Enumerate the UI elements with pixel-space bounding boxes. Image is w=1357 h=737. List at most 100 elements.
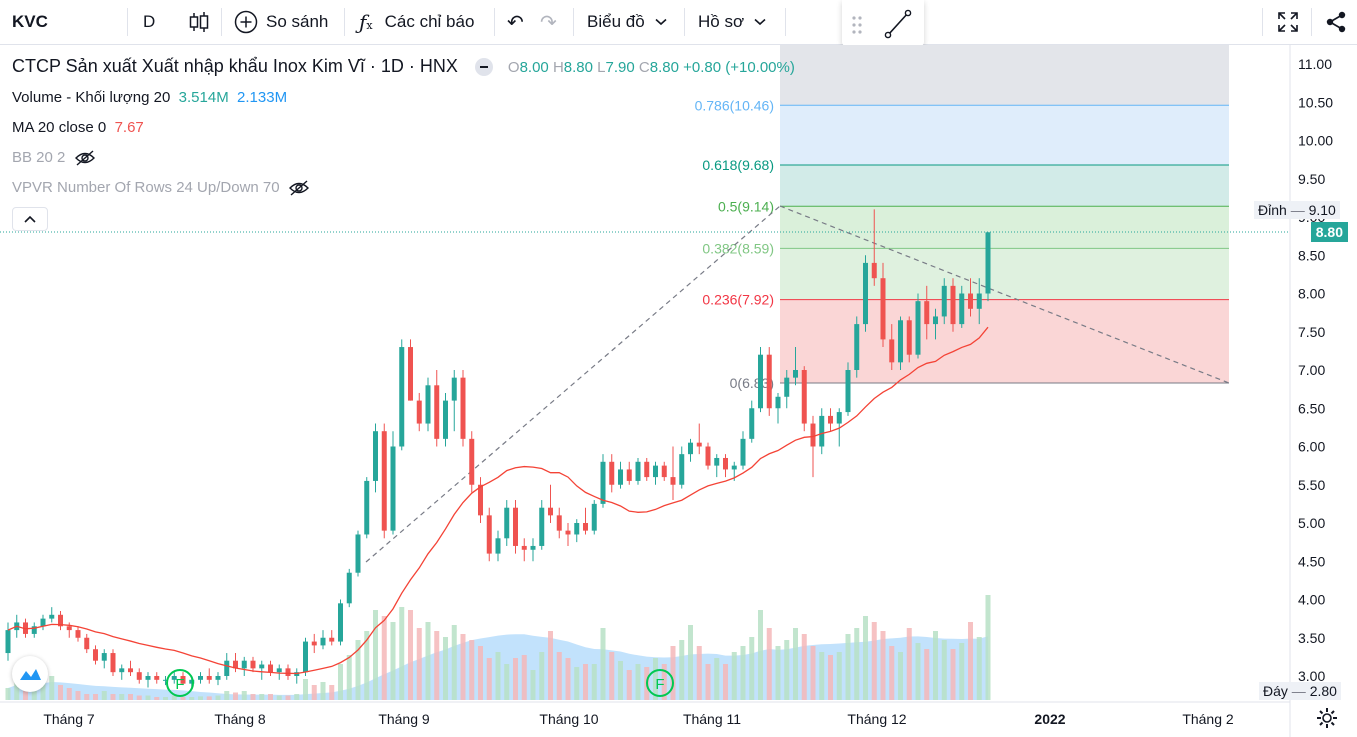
candle-body	[871, 262, 877, 279]
volume-bar	[898, 652, 903, 700]
chart-type-button[interactable]	[188, 0, 210, 44]
interval-button[interactable]: D	[143, 0, 155, 44]
divider	[684, 8, 685, 36]
price-tick-label: 5.50	[1298, 477, 1325, 493]
eye-off-icon[interactable]	[288, 180, 310, 196]
legend-title-row: CTCP Sản xuất Xuất nhập khẩu Inox Kim Vĩ…	[12, 56, 795, 77]
candle-body	[854, 324, 860, 370]
candle-body	[696, 442, 702, 447]
fibonacci-retracement[interactable]: 0(6.83)0.236(7.92)0.382(8.59)0.5(9.14)0.…	[695, 45, 1229, 391]
candle-body	[968, 293, 973, 309]
volume-bar	[810, 646, 816, 700]
time-tick-label: 2022	[1034, 711, 1065, 727]
time-tick-label: Tháng 2	[1182, 711, 1234, 727]
volume-bar	[233, 692, 238, 700]
candle-body	[626, 469, 632, 481]
candle-body	[233, 660, 238, 669]
volume-bar	[425, 622, 431, 700]
candle-body	[933, 316, 938, 325]
price-tick-label: 11.00	[1298, 56, 1332, 72]
divider	[221, 8, 222, 36]
gear-icon	[1317, 708, 1337, 728]
logo-icon	[20, 669, 41, 680]
volume-bar	[583, 664, 588, 700]
undo-button[interactable]: ↶	[507, 0, 524, 44]
candle-body	[469, 438, 475, 485]
candle-body	[583, 523, 588, 531]
chart-settings-button[interactable]	[1316, 707, 1338, 734]
function-icon: ƒx	[359, 10, 373, 34]
share-button[interactable]	[1325, 0, 1347, 44]
fib-zone	[780, 248, 1229, 300]
chevron-down-icon	[655, 18, 667, 26]
tradingview-logo[interactable]	[12, 656, 48, 692]
time-tick-label: Tháng 9	[378, 711, 430, 727]
minus-icon	[479, 66, 488, 69]
vpvr-legend[interactable]: VPVR Number Of Rows 24 Up/Down 70	[12, 179, 310, 196]
candle-body	[950, 285, 956, 325]
volume-bar	[364, 631, 370, 700]
bb-legend[interactable]: BB 20 2	[12, 149, 96, 166]
dividend-marker: F	[166, 669, 194, 697]
candle-body	[845, 370, 851, 413]
trend-line-icon[interactable]	[884, 9, 912, 39]
divider	[127, 8, 128, 36]
divider	[785, 8, 786, 36]
high-label: Đỉnh — 9.10	[1254, 201, 1340, 219]
candle-body	[241, 660, 247, 669]
fullscreen-button[interactable]	[1277, 0, 1299, 44]
volume-bar	[758, 610, 763, 700]
candle-body	[775, 396, 781, 409]
volume-bar	[329, 685, 335, 700]
volume-bar	[924, 649, 930, 700]
candle-body	[416, 400, 422, 424]
candle-body	[311, 641, 317, 646]
candle-body	[58, 614, 63, 627]
volume-bar	[58, 685, 63, 700]
ma-legend[interactable]: MA 20 close 0 7.67	[12, 119, 144, 136]
fib-level-label: 0.5(9.14)	[718, 198, 774, 214]
candle-body	[119, 668, 125, 673]
volume-bar	[495, 652, 501, 700]
candle-body	[915, 301, 921, 355]
candle-body	[898, 320, 903, 363]
symbol-search[interactable]: KVC	[12, 0, 48, 44]
candle-body	[723, 457, 728, 470]
profile-menu-button[interactable]: Hồ sơ	[698, 0, 766, 44]
volume-bar	[784, 640, 790, 700]
eye-off-icon[interactable]	[74, 150, 96, 166]
divider	[344, 8, 345, 36]
volume-bar	[268, 694, 273, 700]
candle-body	[749, 408, 755, 439]
candle-body	[714, 457, 720, 466]
trend-lines[interactable]	[0, 205, 1290, 563]
volume-bar	[766, 628, 772, 700]
ohlc-values: O8.00 H8.80 L7.90 C8.80 +0.80 (+10.00%)	[507, 59, 795, 76]
chart-menu-button[interactable]: Biểu đồ	[587, 0, 667, 44]
redo-button[interactable]: ↷	[540, 0, 557, 44]
fib-trend-line	[365, 205, 781, 563]
volume-bar	[110, 694, 116, 700]
volume-bar	[661, 664, 667, 700]
volume-bar	[600, 628, 606, 700]
candle-body	[635, 461, 641, 481]
volume-bar	[950, 649, 956, 700]
volume-bar	[915, 643, 921, 700]
fib-level-label: 0.786(10.46)	[695, 97, 774, 113]
plus-circle-icon	[234, 10, 258, 34]
candle-body	[758, 354, 763, 409]
candle-body	[381, 431, 387, 531]
fib-zone	[780, 206, 1229, 249]
collapse-legend-button[interactable]	[474, 58, 493, 77]
legend-toggle-button[interactable]	[12, 207, 48, 231]
volume-bar	[14, 682, 20, 700]
time-tick-label: Tháng 11	[683, 711, 741, 727]
compare-button[interactable]: So sánh	[234, 0, 328, 44]
drag-handle-icon[interactable]	[842, 0, 924, 46]
volume-legend[interactable]: Volume - Khối lượng 20 3.514M 2.133M	[12, 89, 288, 106]
indicators-button[interactable]: ƒx Các chỉ báo	[359, 0, 474, 44]
volume-bar	[959, 643, 965, 700]
candle-body	[136, 672, 142, 680]
